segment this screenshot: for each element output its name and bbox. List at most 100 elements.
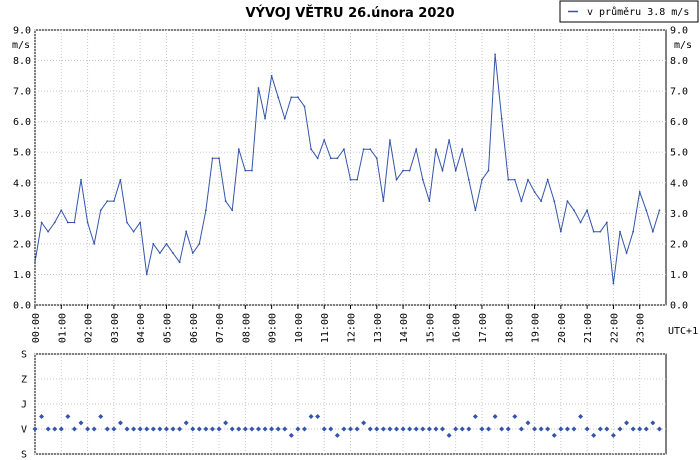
y-tick-label-right: 1.0 <box>670 270 688 281</box>
direction-marker <box>564 426 570 432</box>
x-tick-label: 06:00 <box>189 313 200 343</box>
direction-tick-label: S <box>21 350 27 361</box>
x-tick-label: 02:00 <box>84 313 95 343</box>
direction-marker <box>334 432 340 438</box>
data-point-wind-speed <box>66 221 69 224</box>
data-point-wind-speed <box>231 209 234 212</box>
data-point-wind-speed <box>645 209 648 212</box>
x-tick-label: 08:00 <box>241 313 252 343</box>
direction-marker <box>591 432 597 438</box>
direction-marker <box>571 426 577 432</box>
data-point-wind-speed <box>60 209 63 212</box>
direction-marker <box>117 420 123 426</box>
data-point-wind-speed <box>152 242 155 245</box>
direction-marker <box>367 426 373 432</box>
data-point-wind-speed <box>500 117 503 120</box>
y-tick-label-left: 1.0 <box>13 270 31 281</box>
direction-marker <box>39 414 45 419</box>
data-point-wind-speed <box>474 209 477 212</box>
direction-marker <box>374 426 380 432</box>
direction-marker <box>479 426 485 432</box>
data-point-wind-speed <box>126 221 128 224</box>
y-tick-label-left: 9.0 <box>13 26 31 37</box>
direction-marker <box>512 414 518 419</box>
x-axis-label: UTC+1 <box>668 326 698 337</box>
direction-marker <box>177 426 183 432</box>
direction-marker <box>242 426 248 432</box>
direction-marker <box>131 426 137 432</box>
data-point-wind-speed <box>625 252 628 254</box>
data-point-wind-speed <box>244 169 247 172</box>
data-point-wind-speed <box>638 191 641 193</box>
y-tick-label-right: 4.0 <box>670 178 688 189</box>
data-point-wind-speed <box>435 148 437 151</box>
data-point-wind-speed <box>132 230 135 233</box>
x-tick-label: 00:00 <box>31 313 42 343</box>
direction-marker <box>387 426 393 432</box>
data-point-wind-speed <box>546 178 549 181</box>
data-point-wind-speed <box>428 200 431 203</box>
direction-marker <box>499 426 505 432</box>
data-point-wind-speed <box>382 200 385 203</box>
direction-marker <box>453 426 459 432</box>
data-point-wind-speed <box>402 169 404 172</box>
legend-box <box>559 0 699 23</box>
data-point-wind-speed <box>198 242 201 245</box>
x-tick-label: 20:00 <box>557 313 568 343</box>
data-point-wind-speed <box>283 117 286 120</box>
data-point-wind-speed <box>316 157 319 160</box>
direction-tick-label: V <box>21 425 27 436</box>
data-point-wind-speed <box>605 221 608 224</box>
direction-marker <box>137 426 143 432</box>
data-point-wind-speed <box>34 261 36 264</box>
direction-marker <box>348 426 353 432</box>
direction-marker <box>282 426 288 432</box>
data-point-wind-speed <box>323 139 326 141</box>
data-point-wind-speed <box>290 96 293 99</box>
direction-marker <box>183 420 189 426</box>
direction-marker <box>315 414 321 419</box>
direction-marker <box>440 426 446 432</box>
series-line-wind-speed <box>34 54 660 284</box>
direction-marker <box>288 432 294 438</box>
y-tick-label-right: 6.0 <box>670 117 688 128</box>
data-point-wind-speed <box>632 230 635 233</box>
direction-marker <box>361 420 367 426</box>
direction-marker <box>446 432 452 438</box>
x-tick-label: 10:00 <box>294 313 305 343</box>
y-tick-label-right: 7.0 <box>670 87 688 98</box>
data-point-wind-speed <box>310 148 312 151</box>
y-tick-label-right: 2.0 <box>670 239 688 250</box>
y-axis-label-left: m/s <box>12 40 30 51</box>
data-point-wind-speed <box>527 178 529 181</box>
x-tick-label: 19:00 <box>531 313 542 343</box>
direction-marker <box>111 426 117 432</box>
y-tick-label-left: 8.0 <box>13 56 31 67</box>
direction-marker <box>486 426 492 432</box>
direction-marker <box>328 426 334 432</box>
direction-marker <box>578 414 584 419</box>
direction-marker <box>472 414 478 419</box>
data-point-wind-speed <box>658 209 661 212</box>
data-point-wind-speed <box>586 209 589 212</box>
data-point-wind-speed <box>40 221 43 224</box>
data-point-wind-speed <box>395 178 398 181</box>
data-point-wind-speed <box>421 178 424 181</box>
plot-area <box>34 29 667 306</box>
data-point-wind-speed <box>540 200 543 203</box>
direction-marker <box>255 426 261 432</box>
data-point-wind-speed <box>533 191 536 193</box>
direction-marker <box>637 426 643 432</box>
direction-marker <box>341 426 347 432</box>
direction-marker <box>624 420 630 426</box>
x-tick-label: 17:00 <box>478 313 489 343</box>
data-point-wind-speed <box>559 230 562 233</box>
direction-marker <box>157 426 163 432</box>
x-tick-label: 04:00 <box>136 313 147 343</box>
direction-tick-label: J <box>21 400 27 411</box>
data-point-wind-speed <box>520 200 523 203</box>
direction-marker <box>466 426 472 432</box>
direction-marker <box>459 426 465 432</box>
direction-tick-label: S <box>21 450 27 460</box>
